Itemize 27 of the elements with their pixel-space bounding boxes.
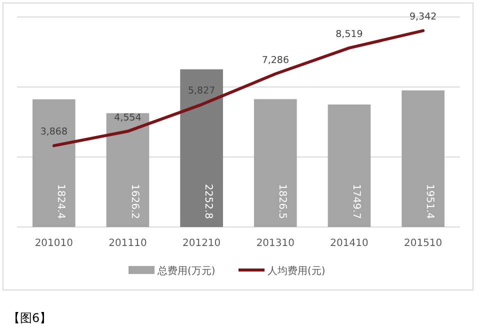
- x-tick-label: 201210: [182, 238, 221, 249]
- legend-label: 人均费用(元): [268, 265, 326, 277]
- text: 【图6】: [8, 311, 52, 325]
- data-label: 1749.7: [350, 184, 362, 219]
- bar: [328, 104, 371, 227]
- bar: [32, 99, 76, 227]
- bar: [106, 113, 150, 227]
- x-tick-label: 201310: [256, 238, 295, 249]
- data-label: 8,519: [336, 28, 363, 40]
- bar: [402, 90, 444, 227]
- data-label: 3,868: [40, 126, 68, 138]
- data-label: 1951.4: [424, 184, 436, 219]
- data-label: 1824.4: [54, 184, 66, 219]
- data-label: 4,554: [114, 112, 142, 124]
- data-label: 1826.5: [276, 184, 288, 219]
- data-label: 9,342: [409, 12, 437, 23]
- data-label: 2252.8: [202, 184, 214, 219]
- legend-label: 总费用(万元): [156, 265, 216, 277]
- x-tick-label: 201010: [34, 238, 74, 249]
- data-label: 1626.2: [128, 184, 140, 219]
- data-label: 5,827: [188, 86, 216, 97]
- bar: [180, 69, 223, 227]
- x-tick-label: 201510: [404, 238, 442, 249]
- bar: [254, 99, 297, 227]
- x-tick-label: 201110: [108, 238, 147, 249]
- data-label: 7,286: [262, 54, 290, 66]
- x-tick-label: 201410: [330, 238, 368, 249]
